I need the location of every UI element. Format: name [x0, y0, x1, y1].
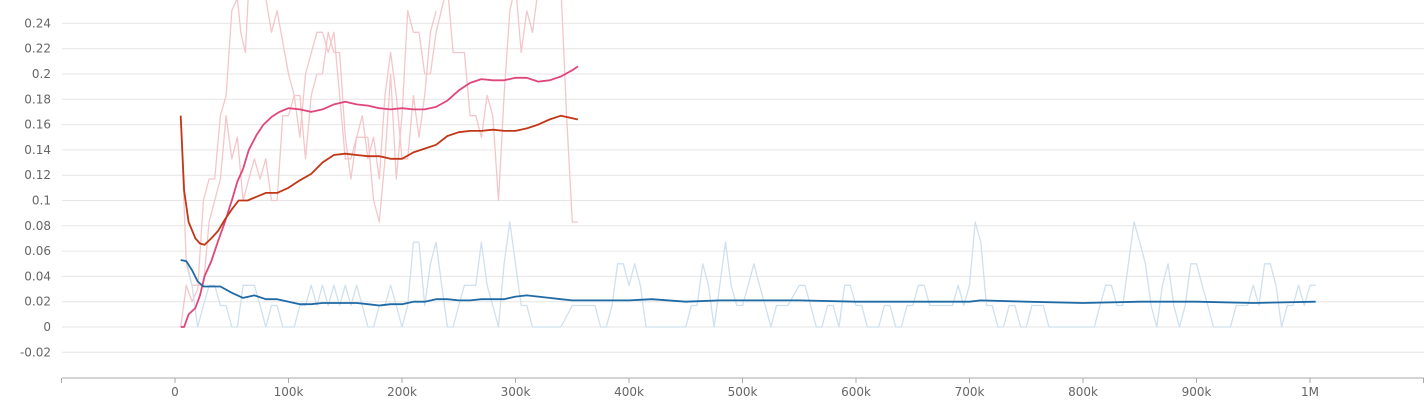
x-tick-label: 300k: [501, 385, 531, 399]
raw-series-line-0: [180, 0, 578, 328]
y-tick-label: -0.02: [20, 345, 51, 359]
y-tick-label: 0.14: [24, 143, 51, 157]
x-tick-label: 100k: [274, 385, 304, 399]
x-tick-label: 900k: [1182, 385, 1212, 399]
x-tick-label: 500k: [728, 385, 758, 399]
y-tick-label: 0.12: [24, 168, 51, 182]
y-tick-label: 0.06: [24, 244, 51, 258]
x-tick-label: 800k: [1068, 385, 1098, 399]
y-tick-label: 0.18: [24, 92, 51, 106]
x-tick-label: 200k: [387, 385, 417, 399]
smoothed-series-line-5: [180, 259, 1316, 307]
smoothed-series-line-4: [179, 114, 579, 246]
x-tick-label: 0: [171, 385, 179, 399]
plot-layer: [179, 0, 1316, 328]
x-tick-label: 400k: [614, 385, 644, 399]
y-tick-label: 0.08: [24, 219, 51, 233]
y-tick-label: 0.22: [24, 42, 51, 56]
y-tick-label: 0.04: [24, 269, 51, 283]
y-tick-label: 0.1: [32, 194, 51, 208]
y-tick-label: 0.16: [24, 118, 51, 132]
x-tick-label: 600k: [841, 385, 871, 399]
smoothed-series-line-3: [180, 65, 579, 328]
y-tick-label: 0: [43, 320, 51, 334]
y-tick-label: 0.24: [24, 16, 51, 30]
axis-layer: [61, 377, 1424, 383]
tick-label-layer: -0.02 0 0.02 0.04 0.06 0.08 0.1 0.12 0.14 0.16 0.1…: [20, 16, 1319, 399]
raw-series-line-2: [180, 221, 1316, 328]
y-tick-label: 0.02: [24, 295, 51, 309]
x-tick-label: 700k: [955, 385, 985, 399]
x-tick-label: 1M: [1301, 385, 1319, 399]
raw-series-line-1: [180, 10, 437, 286]
y-tick-label: 0.2: [32, 67, 51, 81]
